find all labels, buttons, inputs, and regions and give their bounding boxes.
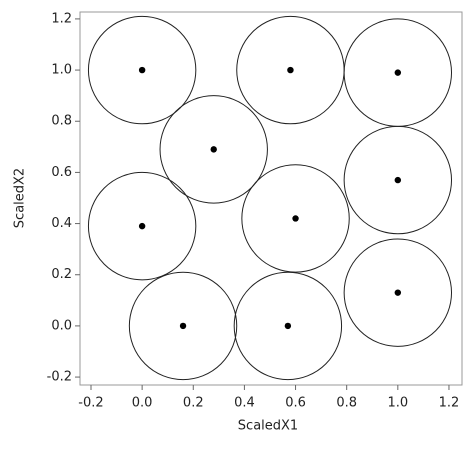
x-tick-label: 1.2 — [439, 396, 460, 411]
y-tick-label: 1.2 — [51, 11, 72, 26]
point — [138, 66, 146, 74]
x-tick-label: -0.2 — [78, 396, 103, 411]
design-circle — [343, 125, 453, 235]
point — [394, 289, 402, 296]
plot-frame — [79, 11, 463, 386]
point — [394, 176, 402, 184]
design-circle — [128, 271, 238, 381]
x-axis-label: ScaledX1 — [238, 419, 298, 434]
y-tick-label: 0.2 — [51, 267, 72, 282]
x-tick-label: 1.0 — [387, 396, 408, 411]
point — [179, 322, 187, 330]
x-tick-label: 0.0 — [132, 396, 153, 411]
x-tick-label: 0.8 — [336, 396, 357, 411]
x-tick-label: 0.6 — [285, 396, 306, 411]
x-tick-label: 0.2 — [183, 396, 204, 411]
design-circle — [343, 238, 453, 347]
design-circle — [87, 15, 197, 125]
y-axis-label: ScaledX2 — [13, 168, 28, 228]
point — [292, 215, 299, 222]
y-tick-label: 0.8 — [51, 114, 72, 129]
x-tick-label: 0.4 — [234, 396, 255, 411]
design-circle — [233, 271, 343, 381]
y-tick-label: 1.0 — [51, 63, 72, 78]
y-tick-label: -0.2 — [47, 370, 72, 385]
y-tick-label: 0.6 — [51, 165, 72, 180]
y-tick-label: 0.0 — [51, 318, 72, 333]
point — [138, 222, 146, 230]
point — [287, 66, 294, 74]
y-tick-label: 0.4 — [51, 216, 72, 231]
design-circle — [87, 171, 197, 281]
point — [210, 146, 217, 153]
design-circle — [241, 164, 350, 273]
design-circle — [159, 95, 268, 204]
point — [284, 322, 292, 330]
point — [394, 69, 402, 76]
